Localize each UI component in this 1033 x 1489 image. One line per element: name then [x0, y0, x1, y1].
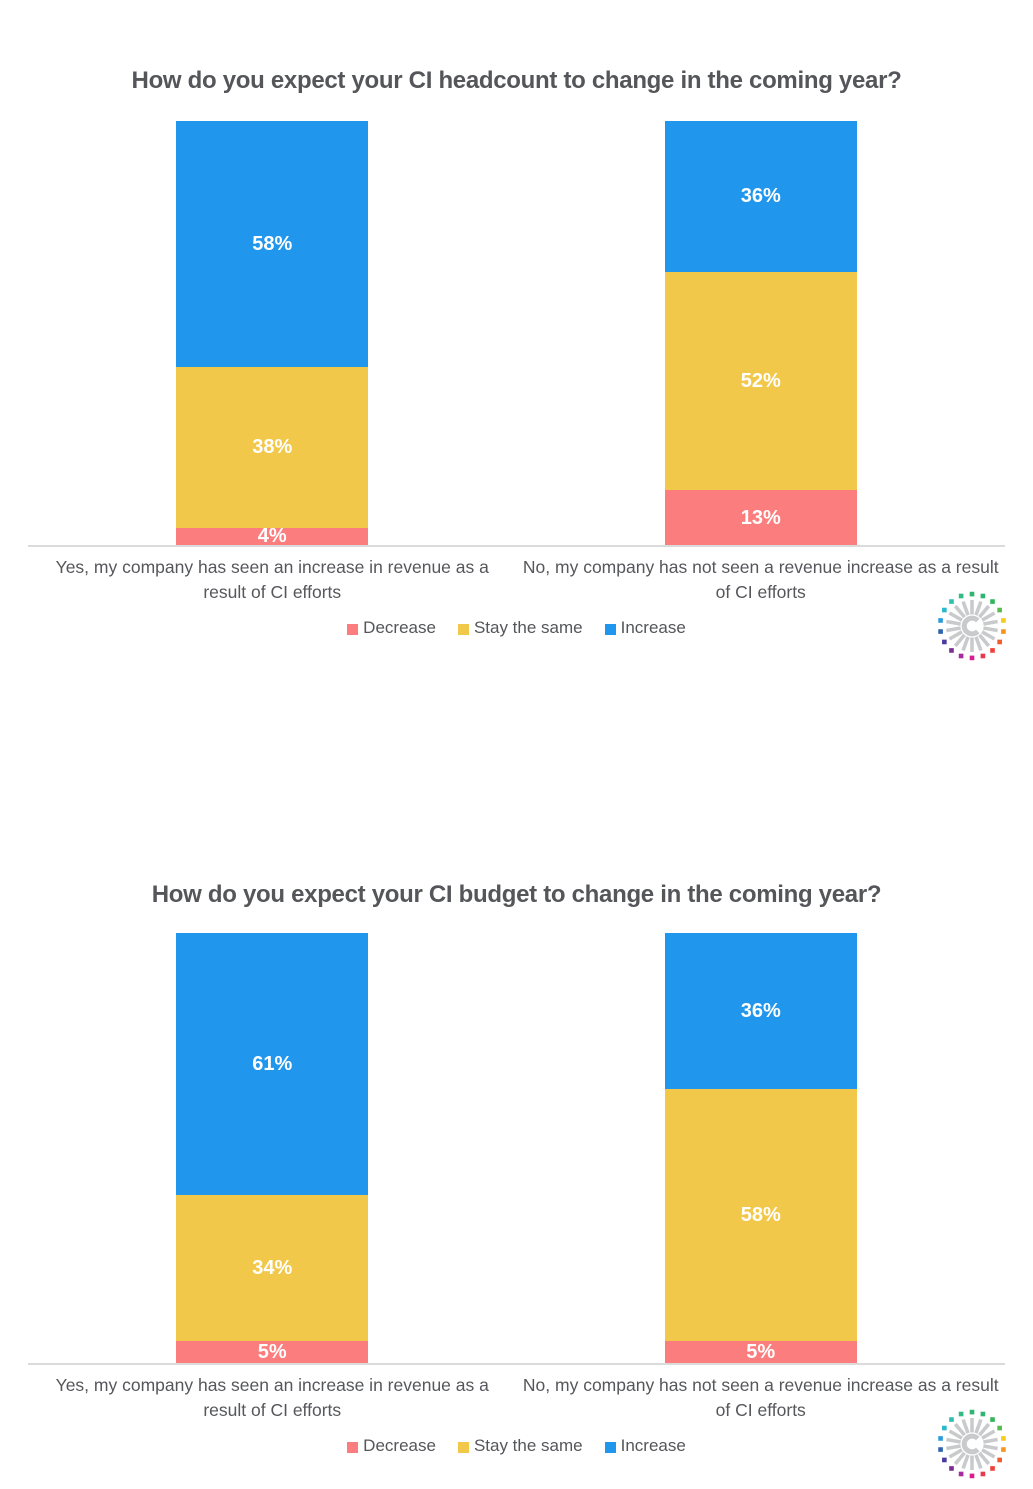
- bar-segment-decrease[interactable]: 4%: [176, 525, 369, 548]
- legend-label: Decrease: [363, 1435, 436, 1455]
- bar-column: 4% 38% 58%: [28, 120, 517, 548]
- stacked-bar[interactable]: 13% 52% 36%: [664, 120, 857, 545]
- segment-value-label: 38%: [252, 436, 293, 459]
- bar-column: 5% 34% 61%: [28, 932, 517, 1364]
- category-label: No, my company has not seen a revenue in…: [517, 1373, 1006, 1423]
- legend-label: Increase: [620, 617, 686, 637]
- bar-segment-decrease[interactable]: 5%: [176, 1341, 369, 1364]
- legend: Decrease Stay the same Increase: [28, 1435, 1005, 1457]
- legend-item-decrease[interactable]: Decrease: [347, 618, 436, 638]
- plot-area: 5% 34% 61% 5% 58% 36%: [28, 932, 1006, 1365]
- category-label-text: Yes, my company has seen an increase in …: [55, 1374, 489, 1420]
- bar-segment-increase[interactable]: 36%: [664, 932, 857, 1090]
- stacked-bar[interactable]: 5% 58% 36%: [664, 932, 857, 1363]
- legend-label: Decrease: [363, 617, 436, 637]
- legend-label: Increase: [620, 1435, 686, 1455]
- category-label-text: Yes, my company has seen an increase in …: [55, 556, 489, 602]
- crayon-logo: [938, 591, 1006, 661]
- chart-title: How do you expect your CI headcount to c…: [131, 66, 902, 94]
- chart-title: How do you expect your CI budget to chan…: [151, 880, 882, 908]
- category-label-text: No, my company has not seen a revenue in…: [522, 556, 999, 602]
- segment-value-label: 13%: [740, 506, 781, 529]
- bar-segment-increase[interactable]: 61%: [176, 932, 369, 1196]
- segment-value-label: 58%: [252, 232, 293, 255]
- chart-budget: How do you expect your CI budget to chan…: [0, 659, 1033, 1479]
- category-labels-row: Yes, my company has seen an increase in …: [28, 1365, 1005, 1423]
- segment-value-label: 52%: [740, 370, 781, 393]
- bar-segment-increase[interactable]: 58%: [176, 120, 369, 367]
- stacked-bar[interactable]: 4% 38% 58%: [176, 120, 369, 548]
- bar-segment-decrease[interactable]: 13%: [664, 490, 857, 545]
- legend-swatch: [347, 1441, 359, 1453]
- category-label: Yes, my company has seen an increase in …: [28, 555, 517, 605]
- legend-swatch: [457, 623, 469, 635]
- bar-segment-stay-the-same[interactable]: 52%: [664, 272, 857, 491]
- category-label: No, my company has not seen a revenue in…: [517, 555, 1006, 605]
- bar-segment-stay-the-same[interactable]: 38%: [176, 366, 369, 528]
- legend-label: Stay the same: [473, 1435, 583, 1455]
- segment-value-label: 58%: [740, 1204, 781, 1227]
- legend-swatch: [604, 623, 616, 635]
- category-labels-row: Yes, my company has seen an increase in …: [28, 547, 1005, 605]
- legend-swatch: [457, 1441, 469, 1453]
- legend: Decrease Stay the same Increase: [28, 617, 1005, 639]
- legend-item-increase[interactable]: Increase: [604, 1435, 686, 1456]
- legend-item-stay-the-same[interactable]: Stay the same: [457, 617, 583, 638]
- stacked-bar[interactable]: 5% 34% 61%: [176, 932, 369, 1364]
- legend-label: Stay the same: [473, 617, 583, 637]
- segment-value-label: 5%: [257, 1341, 287, 1364]
- segment-value-label: 36%: [740, 185, 781, 208]
- legend-item-decrease[interactable]: Decrease: [347, 1436, 436, 1456]
- segment-value-label: 61%: [252, 1052, 293, 1075]
- segment-value-label: 5%: [746, 1340, 776, 1363]
- plot-area: 4% 38% 58% 13% 52% 36%: [28, 120, 1006, 548]
- segment-value-label: 36%: [740, 1000, 781, 1023]
- bar-segment-decrease[interactable]: 5%: [664, 1340, 857, 1363]
- segment-value-label: 34%: [252, 1257, 293, 1280]
- bar-column: 5% 58% 36%: [517, 932, 1006, 1363]
- crayon-logo: [938, 1409, 1006, 1479]
- legend-swatch: [604, 1441, 616, 1453]
- legend-item-stay-the-same[interactable]: Stay the same: [457, 1435, 583, 1456]
- legend-item-increase[interactable]: Increase: [604, 617, 686, 638]
- category-label-text: No, my company has not seen a revenue in…: [522, 1374, 999, 1420]
- bar-segment-increase[interactable]: 36%: [664, 120, 857, 273]
- legend-swatch: [347, 623, 359, 635]
- bar-column: 13% 52% 36%: [517, 120, 1006, 545]
- bar-segment-stay-the-same[interactable]: 58%: [664, 1089, 857, 1342]
- category-label: Yes, my company has seen an increase in …: [28, 1373, 517, 1423]
- bar-segment-stay-the-same[interactable]: 34%: [176, 1195, 369, 1342]
- segment-value-label: 4%: [257, 525, 287, 548]
- chart-headcount: How do you expect your CI headcount to c…: [0, 20, 1033, 661]
